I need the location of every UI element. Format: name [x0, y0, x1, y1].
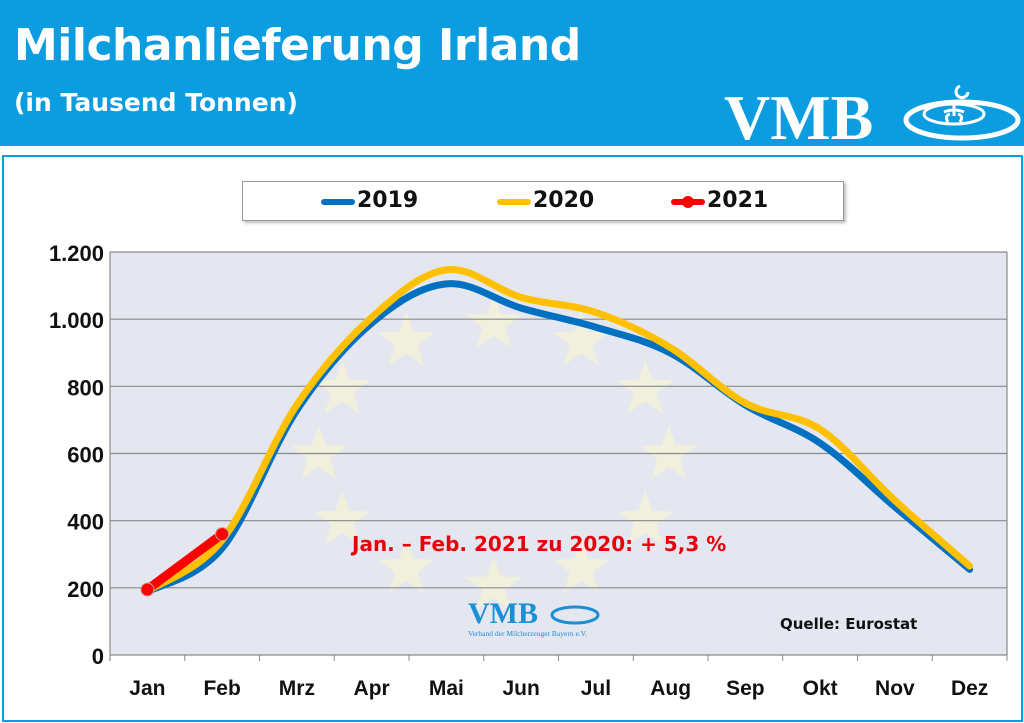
legend-swatch-2020	[497, 199, 531, 205]
series-line-2020	[143, 266, 974, 595]
comparison-annotation: Jan. – Feb. 2021 zu 2020: + 5,3 %	[352, 532, 727, 556]
data-point-2021	[140, 582, 155, 597]
page-subtitle: (in Tausend Tonnen)	[14, 88, 298, 117]
x-tick-label: Nov	[875, 677, 915, 700]
legend-label-2021: 2021	[707, 188, 769, 213]
eu-star-icon	[377, 311, 435, 366]
series-line-2021	[142, 529, 227, 595]
x-tick-label: Feb	[203, 677, 240, 700]
y-tick-label: 1.200	[49, 241, 104, 266]
eu-star-icon	[377, 538, 435, 593]
y-tick-label: 0	[92, 644, 104, 669]
watermark-tagline: Verband der Milcherzeuger Bayern e.V.	[468, 629, 587, 638]
eu-star-icon	[465, 293, 523, 348]
source-note: Quelle: Eurostat	[780, 615, 918, 633]
page-title: Milchanlieferung Irland	[14, 20, 581, 71]
y-tick-label: 800	[67, 375, 104, 400]
eu-star-icon	[616, 490, 674, 545]
legend-marker-2021	[682, 196, 694, 208]
eu-star-icon	[640, 425, 698, 480]
y-tick-label: 200	[67, 577, 104, 602]
x-tick-label: Sep	[726, 677, 765, 700]
y-tick-label: 1.000	[49, 308, 104, 333]
x-tick-label: Mrz	[279, 677, 315, 700]
data-point-2021	[215, 527, 230, 542]
eu-star-icon	[313, 490, 371, 545]
eu-star-icon	[552, 538, 610, 593]
eu-star-icon	[290, 425, 348, 480]
legend-label-2020: 2020	[533, 188, 595, 213]
svg-text:VMB: VMB	[724, 84, 873, 144]
vmb-logo: VMB	[724, 84, 1021, 144]
x-tick-label: Jan	[129, 677, 165, 700]
eu-star-icon	[465, 556, 523, 611]
x-tick-label: Jun	[502, 677, 539, 700]
eu-star-icon	[552, 311, 610, 366]
y-tick-label: 600	[67, 443, 104, 468]
x-tick-label: Okt	[803, 677, 838, 700]
x-tick-label: Aug	[650, 677, 691, 700]
x-tick-label: Jul	[581, 677, 611, 700]
watermark-logo: VMB	[468, 597, 538, 630]
chart-legend: 2019 2020 2021	[242, 181, 844, 221]
legend-label-2019: 2019	[357, 188, 419, 213]
legend-swatch-2019	[321, 199, 355, 205]
x-tick-label: Dez	[951, 677, 988, 700]
watermark-logo-swirl	[550, 605, 600, 625]
x-tick-label: Apr	[354, 677, 390, 700]
header-banner: Milchanlieferung Irland (in Tausend Tonn…	[0, 0, 1024, 146]
x-tick-label: Mai	[429, 677, 464, 700]
y-tick-label: 400	[67, 510, 104, 535]
